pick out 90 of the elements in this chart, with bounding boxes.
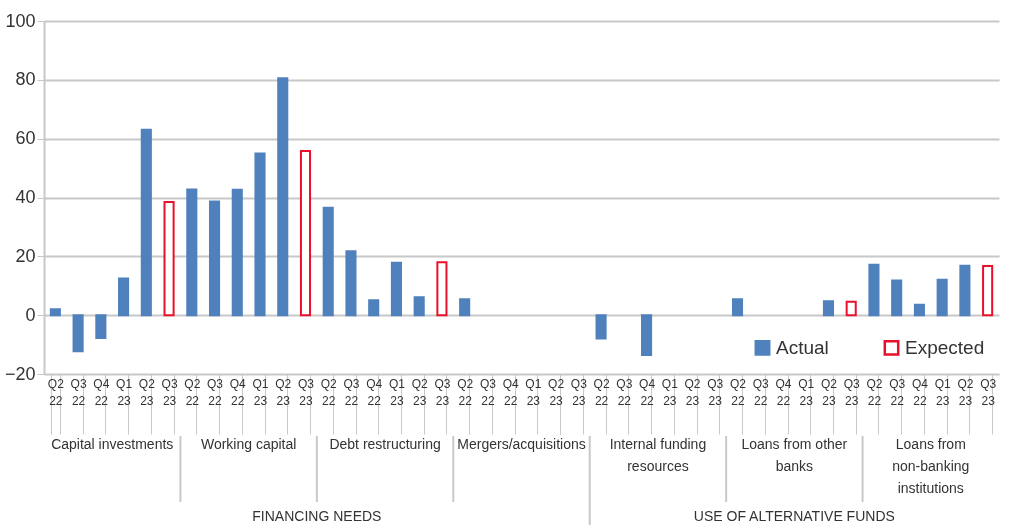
bar [822,300,835,317]
x-tick-label: Q2 22 [184,376,201,408]
x-tick-label: Q1 23 [116,376,133,408]
bar [731,298,744,317]
text: Working capital [200,436,297,452]
x-tick-label: Q3 23 [434,376,451,408]
bar [413,296,425,317]
bar [868,263,880,317]
bar [140,128,152,317]
x-tick-label: Q3 22 [889,376,906,408]
y-tick-label: 60 [15,128,36,149]
bar [163,200,175,317]
x-tick-label: Q4 22 [366,376,383,408]
x-tick-label: Q2 22 [47,376,65,408]
y-tick-label: 100 [5,10,36,31]
x-tick-label: Q4 22 [639,376,656,408]
bar [368,299,380,317]
y-tick-label: 0 [25,304,36,325]
x-tick-label: Q2 22 [866,376,883,408]
legend-label: Actual [776,336,829,358]
bar [459,298,471,317]
x-tick-label: Q2 23 [957,376,974,408]
bar [913,303,925,317]
x-tick-label: Q4 22 [775,376,792,408]
x-tick-label: Q2 23 [684,376,701,408]
text: USE OF ALTERNATIVE FUNDS [693,508,895,524]
x-tick-label: Q3 22 [752,376,770,408]
bar [72,314,84,353]
y-tick-label: 80 [15,69,36,90]
bar [186,188,198,317]
x-tick-label: Q1 23 [934,376,951,408]
x-tick-label: Q3 22 [70,376,87,408]
bar [345,250,357,317]
y-tick-label: 40 [15,187,36,207]
x-tick-label: Q3 23 [570,376,588,408]
bar [959,264,971,317]
bar [208,200,221,317]
bar [641,314,653,356]
x-tick-label: Q4 22 [93,376,110,408]
text: Capital investments [51,436,174,452]
text: Loans from non-banking institutions [892,436,970,496]
x-tick-label: Q2 23 [820,376,838,408]
bar [891,279,903,317]
bar [299,150,312,317]
x-tick-label: Q3 23 [161,376,178,408]
x-tick-label: Q2 23 [411,376,428,408]
x-tick-label: Q2 22 [730,376,747,408]
x-tick-label: Q2 22 [457,376,474,408]
x-tick-label: Q2 23 [548,376,565,408]
x-tick-label: Q3 22 [616,376,633,408]
x-tick-label: Q3 23 [707,376,724,408]
bar [277,77,289,317]
x-tick-label: Q2 22 [593,376,610,408]
x-tick-label: Q3 22 [479,376,497,408]
x-tick-label: Q3 23 [980,376,997,408]
bar [845,300,857,317]
x-tick-label: Q1 23 [798,376,815,408]
bar [95,314,107,340]
bar [49,308,61,317]
x-tick-label: Q1 23 [388,376,406,408]
x-tick-label: Q2 23 [138,376,156,408]
text: Debt restructuring [329,436,441,452]
x-tick-label: Q3 22 [343,376,360,408]
text: Mergers/acquisitions [457,436,586,452]
x-tick-label: Q4 22 [502,376,519,408]
x-tick-label: Q2 22 [320,376,338,408]
text: Internal funding resources [609,436,707,474]
x-tick-label: Q3 23 [843,376,861,408]
bar [254,152,266,317]
y-tick-label: −20 [4,363,36,384]
x-tick-label: Q4 22 [229,376,247,408]
legend-label: Expected [905,336,985,358]
x-tick-label: Q3 23 [297,376,315,408]
bar [118,277,130,317]
text: Loans from other banks [741,436,848,474]
bar [322,206,334,317]
bar [231,188,243,317]
x-tick-label: Q1 23 [661,376,679,408]
x-tick-label: Q1 23 [525,376,542,408]
bar [595,314,607,340]
x-tick-label: Q4 22 [911,376,929,408]
bar [436,261,448,317]
x-tick-label: Q2 23 [275,376,292,408]
y-tick-label: 20 [15,245,36,266]
bar [390,261,402,317]
bar [936,278,948,317]
x-tick-label: Q1 23 [252,376,269,408]
x-tick-label: Q3 22 [207,376,224,408]
bar [982,265,994,317]
text: FINANCING NEEDS [252,508,382,524]
